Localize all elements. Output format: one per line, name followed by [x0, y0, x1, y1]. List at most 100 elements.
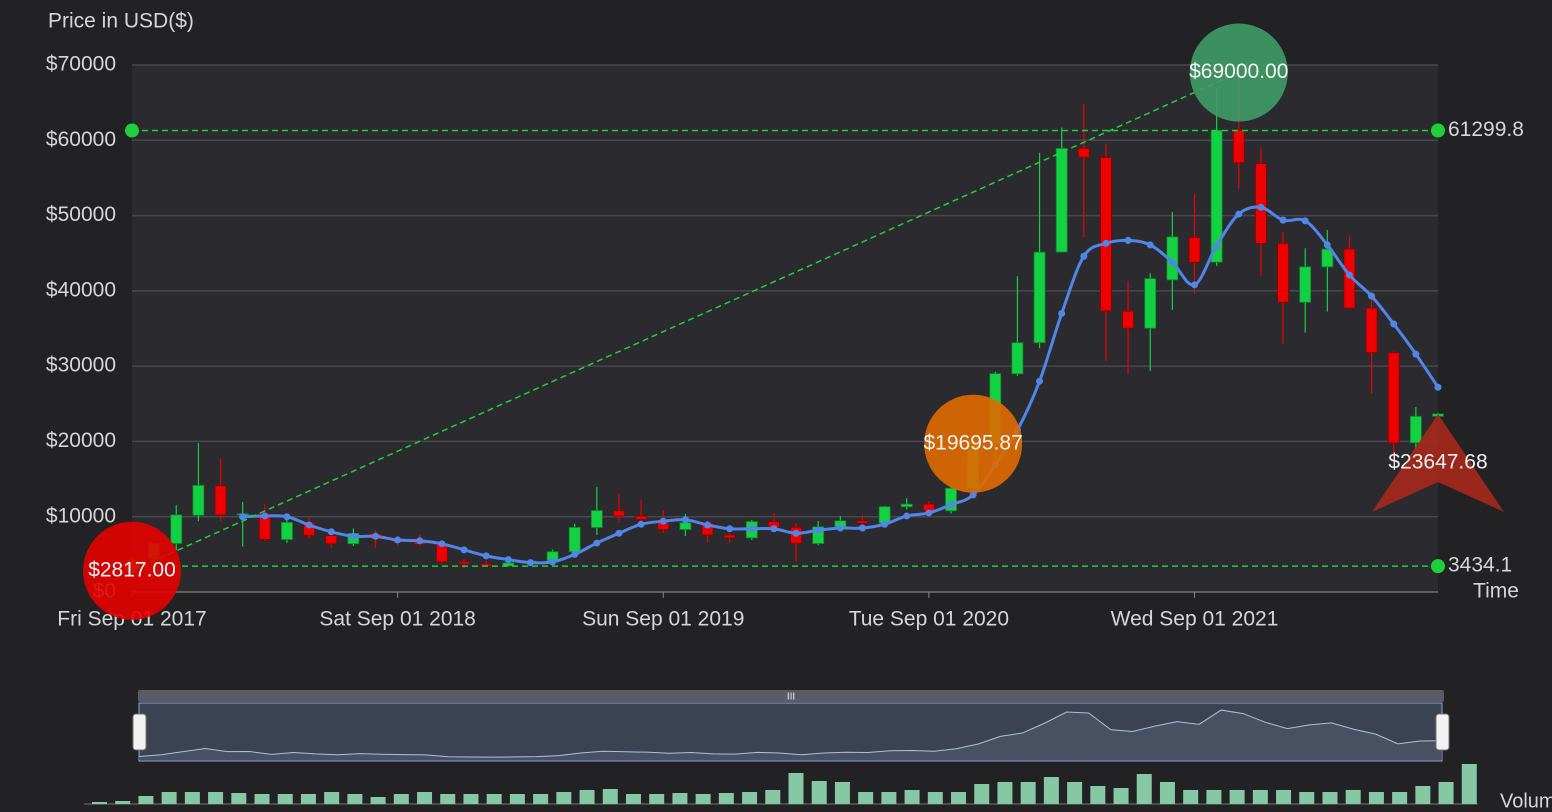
candle-body [1100, 157, 1112, 312]
mark-line-end [1431, 559, 1445, 574]
candle-body [856, 520, 869, 524]
candle-body [1409, 415, 1422, 444]
ma-point [460, 546, 468, 554]
volume-bar [927, 792, 943, 804]
volume-bar [533, 794, 549, 804]
ma-point [416, 537, 424, 545]
ma-point [770, 525, 778, 533]
slider-line [138, 709, 1443, 758]
ma-point [748, 525, 756, 533]
volume-bar [277, 794, 293, 804]
candle-body [1033, 251, 1046, 344]
candle-body [1055, 148, 1068, 253]
volume-bar [1206, 790, 1222, 804]
volume-bar [602, 789, 618, 804]
mark-line-start [125, 123, 139, 138]
volume-bar [556, 792, 572, 804]
volume-bar [1299, 792, 1315, 804]
slider-top-bar[interactable] [138, 690, 1444, 702]
volume-bar [184, 792, 200, 804]
candle-body [878, 506, 891, 524]
ma-point [1323, 241, 1331, 249]
x-tick-label: Wed Sep 01 2021 [1111, 608, 1279, 631]
volume-bar [440, 794, 456, 804]
volume-bar [208, 792, 224, 804]
ma-point [1191, 281, 1199, 289]
ma-point [1368, 292, 1376, 300]
ma-point [371, 532, 379, 540]
candle-body [325, 535, 338, 545]
ma-point [925, 509, 933, 517]
ma-point [814, 526, 822, 534]
ma-point [1345, 271, 1353, 279]
ma-point [1412, 350, 1420, 358]
candle-body [1343, 248, 1356, 309]
ma-point [792, 529, 800, 537]
volume-bar [92, 802, 107, 804]
ma-point [836, 524, 844, 532]
ma-point [903, 512, 911, 520]
candle-body [1188, 237, 1201, 263]
ma-point [704, 521, 712, 529]
candle-body [1232, 129, 1245, 164]
volume-bar [1252, 790, 1268, 804]
slider-handle-left[interactable] [132, 713, 147, 751]
candle-body [1144, 278, 1157, 329]
volume-bar [347, 794, 363, 804]
ma-point [1080, 252, 1088, 260]
ma-point [1146, 241, 1154, 249]
volume-bar [1020, 782, 1036, 804]
slider-handle-right[interactable] [1435, 713, 1450, 751]
candle-body [192, 485, 205, 516]
volume-bar [115, 801, 131, 804]
volume-bar [370, 797, 386, 804]
candle-body [679, 522, 692, 530]
volume-bar [1136, 774, 1152, 804]
ma-point [969, 491, 977, 499]
ma-point [438, 540, 446, 548]
ma-point [394, 536, 402, 544]
ma-point [637, 520, 645, 528]
trend-line [131, 71, 1240, 572]
slider-area [139, 710, 1442, 760]
volume-bar [1159, 782, 1175, 804]
volume-bar [1113, 788, 1129, 804]
slider-preview [138, 709, 1443, 760]
ma-point [526, 559, 534, 567]
volume-bar [393, 794, 409, 804]
volume-bar [951, 792, 967, 804]
candle-body [1122, 310, 1135, 329]
candle-body [945, 487, 957, 512]
y-tick-label: $70000 [46, 53, 116, 76]
volume-bar [1438, 782, 1454, 804]
candle-body [613, 510, 625, 517]
volume-bar [1345, 790, 1361, 804]
mark-point [83, 521, 181, 620]
ma-point [482, 552, 490, 560]
y-tick-label: $30000 [46, 354, 116, 377]
candle-body [635, 515, 648, 520]
volume-bar [695, 794, 711, 804]
mark-line-end [1431, 123, 1445, 138]
ma-point [1102, 239, 1110, 247]
volume-bar [834, 782, 850, 804]
mark-point-label: $19695.87 [924, 431, 1023, 454]
x-tick-label: Sun Sep 01 2019 [582, 608, 744, 631]
volume-bar [417, 792, 433, 804]
ma-point [1036, 377, 1044, 385]
volume-bar [718, 793, 734, 804]
volume-bar [811, 781, 827, 804]
ma-point [947, 501, 955, 509]
x-tick-label: Tue Sep 01 2020 [849, 608, 1009, 631]
ma-point [1124, 236, 1132, 244]
ma-point [593, 539, 601, 547]
ma-point [726, 525, 734, 533]
volume-bar [765, 790, 781, 804]
ma-point [1390, 320, 1398, 328]
candle-body [1299, 266, 1312, 303]
ma-point [283, 513, 291, 521]
mark-point-label: $2817.00 [88, 558, 176, 581]
ma-point [858, 524, 866, 532]
